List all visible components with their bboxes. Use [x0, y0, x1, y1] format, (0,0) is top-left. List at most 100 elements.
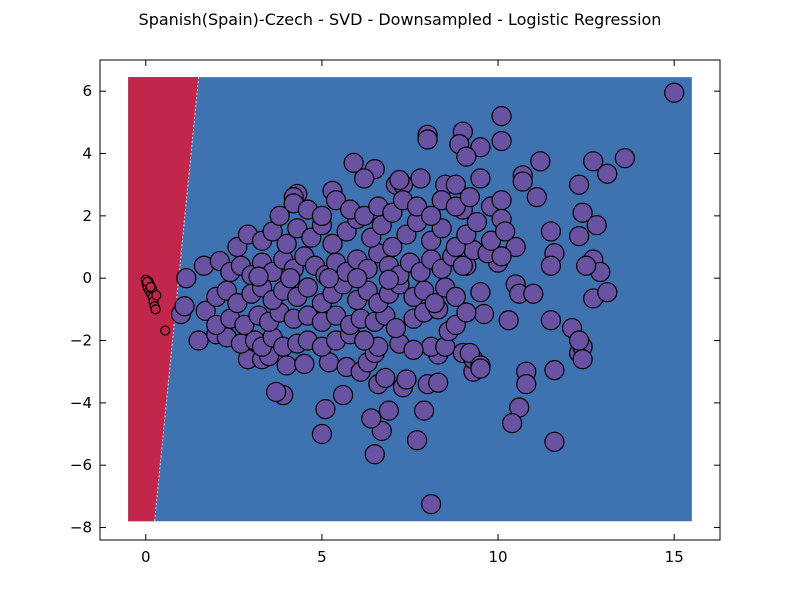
data-point: [318, 268, 340, 289]
data-point: [150, 304, 161, 315]
data-point: [470, 137, 491, 158]
data-point: [227, 293, 248, 314]
data-point: [354, 330, 375, 351]
data-point: [572, 349, 593, 370]
data-point: [382, 236, 403, 258]
data-point: [287, 218, 308, 239]
data-point: [322, 233, 343, 254]
data-point: [315, 398, 336, 420]
data-point: [544, 360, 565, 381]
data-point: [540, 255, 562, 276]
data-point: [280, 268, 301, 289]
data-point: [188, 330, 209, 351]
data-point: [332, 384, 354, 406]
y-tick-label: 2: [82, 207, 92, 225]
x-tick-label: 10: [489, 548, 508, 566]
data-point: [396, 369, 417, 390]
y-tick-label: −4: [70, 394, 92, 412]
data-point: [572, 202, 593, 223]
y-tick-label: −6: [70, 456, 92, 474]
data-point: [491, 106, 512, 127]
data-point: [406, 430, 428, 451]
data-point: [311, 423, 333, 445]
data-point: [417, 129, 438, 150]
data-point: [428, 372, 449, 393]
data-point: [406, 196, 428, 217]
data-point: [568, 226, 590, 247]
data-point: [495, 221, 516, 242]
y-tick-label: −8: [70, 519, 92, 537]
data-point: [491, 130, 512, 152]
y-tick-label: 4: [82, 145, 92, 163]
data-point: [473, 303, 495, 325]
data-point: [614, 148, 635, 169]
data-point: [354, 168, 375, 189]
data-point: [568, 174, 590, 195]
data-point: [523, 283, 544, 304]
data-point: [403, 339, 424, 360]
data-point: [276, 233, 297, 254]
region-left: [128, 77, 199, 522]
y-tick-label: −2: [70, 332, 92, 350]
data-point: [516, 374, 537, 395]
data-point: [498, 310, 519, 331]
x-tick-label: 5: [317, 548, 327, 566]
data-point: [512, 171, 533, 192]
data-point: [361, 408, 382, 429]
y-tick-label: 0: [82, 269, 92, 287]
data-point: [294, 353, 315, 374]
data-point: [664, 82, 685, 103]
data-point: [459, 187, 480, 208]
data-point: [568, 330, 590, 351]
data-point: [410, 168, 431, 189]
data-point: [586, 215, 607, 236]
data-point: [540, 310, 562, 331]
data-point: [354, 205, 375, 226]
data-point: [176, 268, 197, 289]
data-point: [276, 355, 297, 376]
data-point: [445, 286, 466, 307]
data-point: [540, 221, 562, 242]
data-point: [269, 205, 290, 226]
data-point: [297, 277, 318, 298]
data-point: [502, 413, 523, 434]
data-point: [491, 246, 512, 267]
data-point: [583, 151, 604, 172]
data-point: [160, 325, 171, 336]
data-point: [421, 494, 442, 515]
data-point: [456, 146, 477, 167]
data-point: [445, 174, 466, 195]
data-point: [325, 190, 347, 211]
data-point: [597, 282, 618, 303]
data-points: [140, 82, 685, 515]
data-point: [480, 230, 502, 251]
data-point: [347, 268, 368, 289]
data-point: [311, 205, 333, 226]
data-point: [145, 281, 156, 293]
data-point: [452, 255, 473, 276]
data-point: [544, 431, 565, 452]
data-point: [470, 282, 491, 303]
x-tick-label: 0: [141, 548, 151, 566]
x-tick-label: 15: [665, 548, 684, 566]
data-point: [375, 367, 396, 389]
data-point: [445, 196, 466, 217]
data-point: [421, 205, 442, 226]
data-point: [378, 269, 399, 290]
data-point: [470, 358, 491, 379]
data-point: [151, 290, 162, 301]
data-point: [505, 236, 526, 258]
data-point: [389, 169, 410, 191]
data-point: [385, 317, 407, 339]
data-point: [343, 152, 364, 173]
y-tick-label: 6: [82, 82, 92, 100]
data-point: [526, 187, 547, 208]
data-point: [491, 190, 512, 211]
data-point: [266, 381, 287, 403]
data-point: [413, 400, 435, 421]
data-point: [597, 163, 618, 184]
data-point: [576, 255, 597, 276]
axis-ticks: 0 5 10 15 −8 −6 −4 −2 0 2 4 6: [70, 60, 720, 566]
data-point: [424, 293, 445, 314]
